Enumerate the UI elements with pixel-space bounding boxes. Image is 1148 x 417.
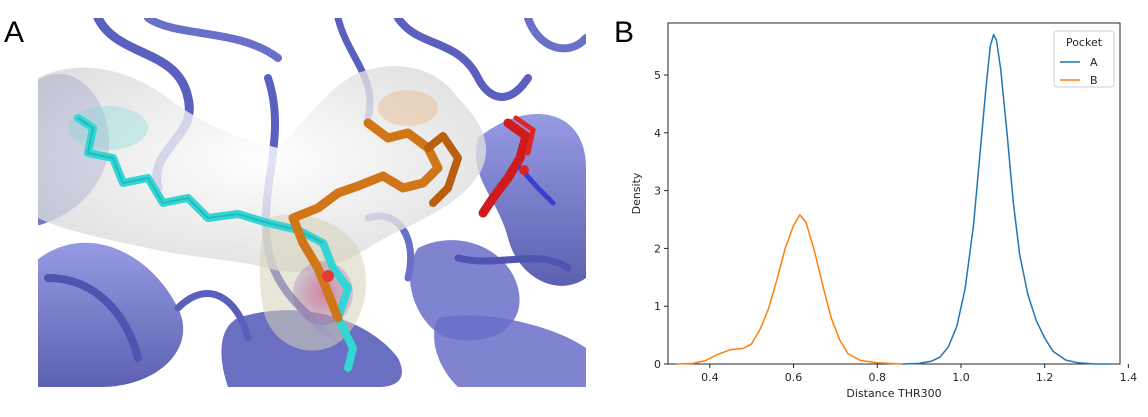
x-axis-title: Distance THR300 [846, 387, 941, 400]
series-line-a [902, 33, 1112, 365]
legend-label-a: A [1090, 56, 1098, 69]
series-line-b [676, 214, 903, 365]
orange-ligand [288, 118, 462, 323]
protein-structure-image [38, 18, 586, 387]
x-tick-label: 1.0 [952, 371, 970, 384]
x-tick-label: 1.4 [1120, 371, 1138, 384]
x-tick-label: 1.2 [1036, 371, 1054, 384]
density-chart: 0.4 0.6 0.8 1.0 1.2 1.4 0 1 2 3 4 5 Distance THR30… [628, 18, 1138, 413]
density-chart-svg: 0.4 0.6 0.8 1.0 1.2 1.4 0 1 2 3 4 5 Distance THR30… [630, 22, 1137, 400]
y-tick-label: 5 [654, 69, 661, 82]
y-tick-label: 4 [654, 127, 661, 140]
x-tick-label: 0.4 [701, 371, 719, 384]
y-tick-label: 1 [654, 300, 661, 313]
plot-frame [667, 22, 1121, 365]
legend-box [1053, 30, 1115, 88]
red-residue [478, 115, 556, 218]
legend: Pocket A B [1053, 30, 1115, 88]
x-tick-label: 0.6 [785, 371, 803, 384]
panel-label-b: B [614, 16, 635, 49]
panel-label-a: A [4, 16, 25, 49]
y-tick-label: 2 [654, 242, 661, 255]
x-tick-label: 0.8 [869, 371, 887, 384]
y-tick-label: 0 [654, 358, 661, 371]
legend-label-b: B [1090, 74, 1098, 87]
legend-title: Pocket [1066, 36, 1103, 49]
cyan-ligand [74, 114, 357, 372]
series-layer [676, 33, 1112, 365]
y-axis-title: Density [630, 172, 643, 214]
y-tick-label: 3 [654, 185, 661, 198]
x-axis: 0.4 0.6 0.8 1.0 1.2 1.4 [701, 364, 1137, 384]
y-axis: 0 1 2 3 4 5 [654, 69, 668, 371]
